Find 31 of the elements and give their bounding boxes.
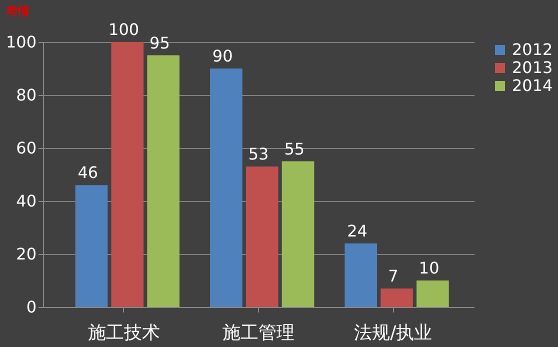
bar [282,161,314,307]
y-tick-label: 20 [16,244,36,264]
y-tick-label: 60 [16,138,36,158]
bar [380,288,413,307]
x-tick-label: 施工技术 [88,322,160,344]
legend-label: 2012 [512,40,553,59]
data-label: 55 [284,139,305,158]
legend-label: 2013 [512,58,553,77]
x-tick-label: 施工管理 [222,322,294,344]
bar [246,166,278,307]
data-label: 46 [78,163,98,182]
data-label: 10 [418,258,440,278]
data-label: 24 [347,221,368,240]
y-tick-label: 0 [26,298,36,316]
data-label: 90 [212,46,233,66]
y-tick-label: 40 [16,192,36,210]
bar [75,185,108,307]
data-label: 100 [108,20,140,39]
legend-label: 2014 [512,76,553,95]
bar [147,55,180,307]
bar [111,42,144,307]
bar [210,68,242,307]
y-tick-label: 80 [16,86,36,104]
y-tick-label: 100 [6,32,36,52]
data-label: 53 [248,144,269,164]
data-label: 95 [150,33,170,52]
data-label: 7 [388,266,398,286]
chart-title: 考情 [4,4,30,18]
bar [416,280,449,307]
x-tick-label: 法规/执业 [354,322,432,344]
bar [344,243,378,307]
